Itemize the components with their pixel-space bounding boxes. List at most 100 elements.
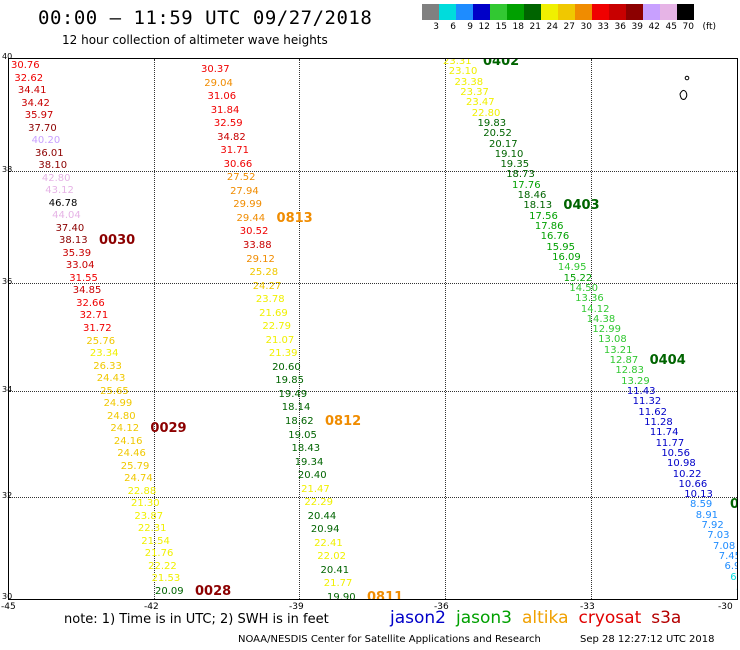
wave-height-value: 21.30 xyxy=(131,498,160,510)
grid-line-lon xyxy=(591,59,592,599)
wave-height-value: 34.42 xyxy=(21,97,50,109)
lat-label: 30 xyxy=(2,592,13,601)
wave-height-value: 7.08 xyxy=(713,540,736,552)
legend-swatch xyxy=(524,4,541,20)
legend-swatch xyxy=(643,4,660,20)
legend-swatch xyxy=(626,4,643,20)
wave-height-value: 19.85 xyxy=(275,375,304,387)
legend-swatch xyxy=(456,4,473,20)
wave-height-value: 24.43 xyxy=(96,373,126,385)
legend-swatch-label: 33 xyxy=(597,22,609,32)
wave-height-value: 19.10 xyxy=(494,148,524,160)
legend-swatch-row xyxy=(422,4,728,20)
wave-height-value: 22.80 xyxy=(471,107,501,119)
wave-height-value: 19.49 xyxy=(278,388,308,400)
wave-height-value: 24.80 xyxy=(107,410,136,422)
wave-height-value: 20.09 xyxy=(155,586,184,597)
grid-line-lat xyxy=(9,497,737,498)
wave-height-value: 18.14 xyxy=(281,402,311,414)
wave-height-value: 18.43 xyxy=(291,443,321,455)
wave-height-value: 21.39 xyxy=(268,348,298,360)
legend-swatch-label: 21 xyxy=(529,22,541,32)
satellite-name: altika xyxy=(522,608,569,628)
lat-label: 32 xyxy=(2,491,13,500)
wave-height-value: 10.22 xyxy=(672,468,702,480)
pass-time-label: 0029 xyxy=(150,421,187,437)
wave-height-value: 10.98 xyxy=(667,458,696,470)
satellite-name: s3a xyxy=(651,608,682,628)
wave-height-value: 11.62 xyxy=(638,406,667,418)
wave-height-value: 24.16 xyxy=(113,435,143,447)
map-frame: 30.76 32.62 34.41 34.42 35.97 37.70 40.20 36.01… xyxy=(8,58,738,600)
island-outline xyxy=(679,75,690,100)
legend-swatch-label: 15 xyxy=(495,22,507,32)
wave-height-value: 31.72 xyxy=(83,323,112,334)
wave-height-value: 23.31 xyxy=(443,58,472,67)
wave-height-value: 23.87 xyxy=(134,510,164,522)
wave-height-value: 20.60 xyxy=(272,361,301,373)
wave-height-value: 23.47 xyxy=(465,97,495,109)
legend-swatch-label: 42 xyxy=(648,22,660,32)
wave-height-value: 27.52 xyxy=(226,172,256,184)
legend-swatch xyxy=(575,4,592,20)
wave-height-value: 30.76 xyxy=(11,60,40,71)
wave-height-value: 20.40 xyxy=(297,470,327,482)
wave-height-value: 17.56 xyxy=(529,210,558,222)
grid-line-lon xyxy=(445,59,446,599)
wave-height-value: 33.88 xyxy=(243,240,272,251)
legend-swatch xyxy=(473,4,490,20)
wave-height-value: 25.28 xyxy=(249,267,279,279)
legend-swatch-label: 70 xyxy=(682,22,694,32)
wave-height-value: 46.78 xyxy=(48,197,78,209)
legend-swatch xyxy=(490,4,507,20)
wave-height-value: 44.04 xyxy=(52,210,81,222)
wave-height-value: 17.86 xyxy=(534,221,564,233)
wave-height-value: 31.84 xyxy=(210,104,240,116)
wave-height-value: 21.47 xyxy=(301,483,330,495)
wave-height-value: 16.09 xyxy=(552,251,581,263)
wave-height-value: 14.50 xyxy=(569,282,599,294)
satellite-legend: jason2 jason3 altika cryosat s3a xyxy=(390,608,691,628)
wave-height-value: 24.99 xyxy=(103,398,133,410)
wave-height-value: 12.99 xyxy=(592,324,621,336)
legend-swatch xyxy=(660,4,677,20)
wave-height-value: 19.34 xyxy=(294,456,324,468)
wave-height-value: 34.41 xyxy=(17,85,47,97)
wave-height-value: 12.83 xyxy=(615,365,644,377)
wave-height-value: 18.62 xyxy=(285,416,314,427)
wave-height-value: 34.85 xyxy=(72,285,102,297)
legend-swatch xyxy=(677,4,694,20)
pass-time-label: 0030 xyxy=(99,233,136,249)
page-title: 00:00 – 11:59 UTC 09/27/2018 xyxy=(38,7,373,29)
grid-line-lat xyxy=(9,171,737,172)
legend-swatch xyxy=(422,4,439,20)
wave-height-value: 26.33 xyxy=(93,360,122,372)
wave-height-value: 30.52 xyxy=(239,226,269,238)
wave-height-value: 23.78 xyxy=(255,294,285,306)
wave-height-value: 15.95 xyxy=(546,241,576,253)
wave-height-value: 24.27 xyxy=(252,280,282,292)
legend-swatch-label: 45 xyxy=(665,22,677,32)
wave-height-value: 16.76 xyxy=(540,231,570,243)
wave-height-value: 6.9 xyxy=(724,561,738,573)
legend-swatch-label: 12 xyxy=(478,22,490,32)
wave-height-value: 12.87 xyxy=(609,355,639,367)
wave-height-value: 22.29 xyxy=(304,497,334,509)
wave-height-value: 32.59 xyxy=(213,118,243,130)
legend-swatch xyxy=(507,4,524,20)
lon-label: -45 xyxy=(1,602,16,612)
pass-time-label: 0028 xyxy=(195,584,232,599)
wave-height-legend: 3 6 9 12 15 18 21 24 27 30 33 36 39 42 45 70 (ft) xyxy=(422,4,728,38)
wave-height-value: 35.97 xyxy=(24,110,54,122)
wave-height-value: 10.13 xyxy=(684,489,713,501)
wave-height-value: 42.80 xyxy=(41,172,71,184)
legend-swatch-label: 6 xyxy=(450,22,456,32)
satellite-name: cryosat xyxy=(578,608,642,628)
wave-height-value: 24.12 xyxy=(110,423,140,435)
pass-time-label: 0402 xyxy=(483,58,520,69)
legend-swatch-label: 18 xyxy=(512,22,524,32)
wave-height-value: 8.59 xyxy=(690,499,713,511)
wave-height-value: 19.05 xyxy=(288,429,317,441)
wave-height-value: 20.52 xyxy=(483,128,512,140)
